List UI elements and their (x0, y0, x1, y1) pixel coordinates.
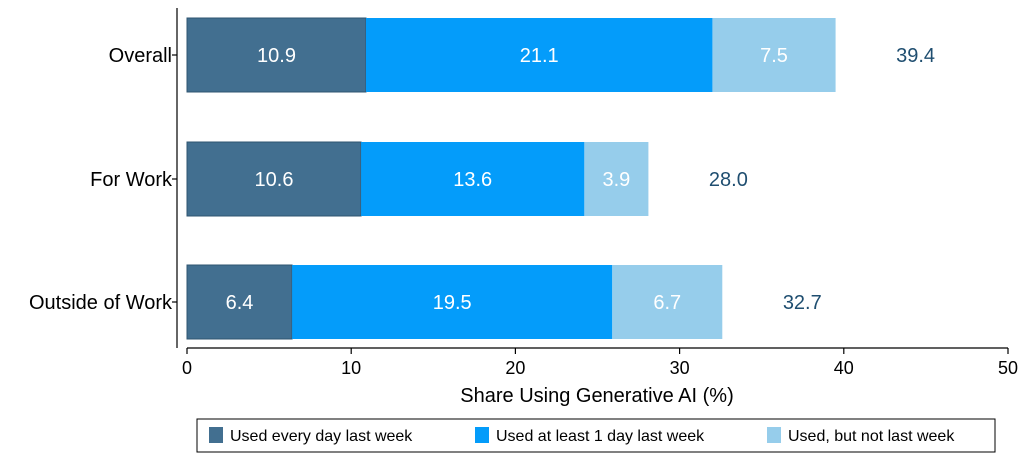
segment-label: 6.7 (653, 292, 681, 314)
legend-label: Used at least 1 day last week (496, 428, 705, 445)
segment-label: 19.5 (433, 292, 472, 314)
segment-label: 21.1 (520, 45, 559, 67)
x-tick-label: 30 (670, 358, 690, 378)
total-label: 39.4 (896, 45, 935, 67)
bar-segment (584, 142, 649, 216)
axes-group: Overall For Work Outside of Work (29, 8, 1008, 349)
bar-segment (361, 142, 585, 216)
legend-label: Used every day last week (230, 428, 413, 445)
legend-swatch (209, 427, 223, 443)
bar-segment (186, 17, 367, 93)
legend-frame (196, 418, 996, 453)
bars-group: 10.9 21.1 7.5 39.4 10.6 13.6 3.9 28.0 6.4 19.5 6.7… (186, 17, 935, 340)
legend-swatch (475, 427, 489, 443)
category-label: Overall (109, 45, 172, 67)
total-label: 32.7 (783, 292, 822, 314)
x-tick-label: 0 (182, 358, 192, 378)
legend: Used every day last week Used at least 1 … (196, 418, 996, 453)
bar-segment (186, 264, 293, 340)
segment-label: 13.6 (453, 169, 492, 191)
x-tick-label: 20 (505, 358, 525, 378)
segment-label: 10.6 (255, 169, 294, 191)
bar-segment (365, 18, 713, 92)
legend-label: Used, but not last week (788, 428, 955, 445)
bar-segment (712, 18, 836, 92)
bar-segment (292, 265, 613, 339)
segment-label: 7.5 (760, 45, 788, 67)
x-ticks-group: 0 10 20 30 40 50 (182, 348, 1018, 378)
x-axis-title: Share Using Generative AI (%) (460, 385, 733, 407)
segment-label: 3.9 (602, 169, 630, 191)
segment-label: 10.9 (257, 45, 296, 67)
category-label: Outside of Work (29, 292, 173, 314)
x-tick-label: 50 (998, 358, 1018, 378)
x-tick-label: 40 (834, 358, 854, 378)
segment-label: 6.4 (226, 292, 254, 314)
bar-segment (612, 265, 723, 339)
total-label: 28.0 (709, 169, 748, 191)
legend-swatch (767, 427, 781, 443)
category-label: For Work (90, 169, 173, 191)
x-tick-label: 10 (341, 358, 361, 378)
